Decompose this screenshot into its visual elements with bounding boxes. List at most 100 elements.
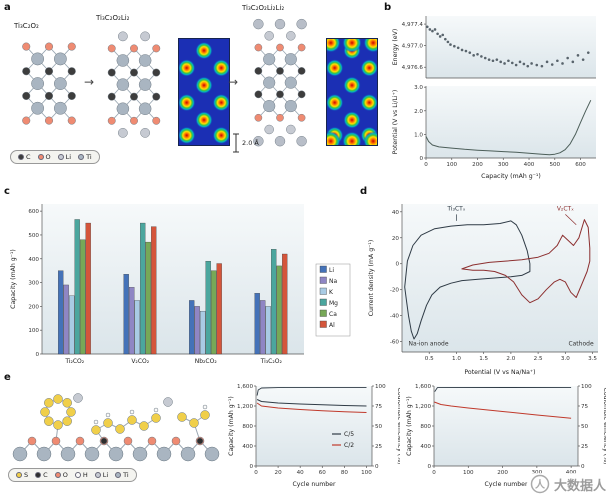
svg-text:Capacity (mAh g⁻¹): Capacity (mAh g⁻¹) [10, 249, 17, 309]
svg-text:4,976.6: 4,976.6 [402, 65, 424, 71]
svg-text:0: 0 [35, 352, 39, 358]
scale-bar-bracket [233, 133, 239, 153]
svg-text:Coulombic efficiency (%): Coulombic efficiency (%) [602, 388, 606, 465]
svg-text:2.0: 2.0 [414, 109, 423, 115]
svg-text:100: 100 [28, 328, 39, 334]
svg-text:Na-ion anode: Na-ion anode [409, 341, 449, 348]
svg-text:V₂CTₓ: V₂CTₓ [557, 205, 574, 212]
panel-label-a: a [4, 2, 11, 13]
legend-item: C [35, 471, 48, 479]
svg-text:20: 20 [392, 236, 400, 242]
legend-item: Ti [115, 471, 129, 479]
svg-text:Cathode: Cathode [568, 341, 594, 348]
svg-text:0.5: 0.5 [425, 356, 434, 362]
svg-text:Capacity (mAh g⁻¹): Capacity (mAh g⁻¹) [481, 173, 541, 180]
atom-legend: C O Li Ti [10, 150, 100, 164]
svg-text:100: 100 [361, 470, 372, 476]
svg-text:25: 25 [581, 444, 589, 450]
svg-text:2.5: 2.5 [534, 356, 543, 362]
crystal-structure-3 [242, 16, 318, 152]
structure-label-1: Ti₃C₂O₂ [14, 22, 39, 30]
svg-text:0: 0 [254, 470, 258, 476]
svg-text:1.0: 1.0 [452, 356, 461, 362]
svg-text:600: 600 [28, 209, 39, 215]
svg-text:60: 60 [319, 470, 327, 476]
svg-text:1,200: 1,200 [237, 404, 253, 410]
svg-text:400: 400 [242, 444, 253, 450]
svg-text:Coulombic efficiency (%): Coulombic efficiency (%) [396, 388, 400, 465]
watermark-text: 大数据人 [553, 478, 606, 494]
svg-text:Current density (mA g⁻¹): Current density (mA g⁻¹) [368, 240, 375, 317]
svg-text:500: 500 [549, 162, 560, 168]
legend-item: C [18, 153, 31, 161]
crystal-structure-1 [12, 34, 86, 136]
svg-text:Na: Na [329, 278, 337, 285]
svg-text:1.5: 1.5 [479, 356, 488, 362]
svg-text:100: 100 [446, 162, 457, 168]
svg-text:400: 400 [420, 444, 431, 450]
svg-text:3.0: 3.0 [561, 356, 570, 362]
svg-text:人: 人 [535, 478, 546, 491]
svg-text:75: 75 [581, 404, 589, 410]
scale-bar: 2.0 Å [232, 132, 259, 154]
svg-text:1,600: 1,600 [415, 384, 431, 390]
svg-text:0: 0 [432, 470, 436, 476]
svg-text:2.0: 2.0 [506, 356, 515, 362]
panel-label-e: e [4, 372, 11, 383]
svg-text:25: 25 [375, 444, 383, 450]
svg-text:40: 40 [297, 470, 305, 476]
svg-text:4,977.0: 4,977.0 [402, 44, 424, 50]
crystal-structure-2 [96, 28, 172, 144]
svg-text:-60: -60 [390, 340, 400, 346]
svg-text:40: 40 [392, 210, 400, 216]
svg-text:Potential (V vs Na/Na⁺): Potential (V vs Na/Na⁺) [464, 369, 535, 376]
svg-text:3.0: 3.0 [414, 85, 423, 91]
svg-text:100: 100 [463, 470, 474, 476]
svg-text:200: 200 [28, 304, 39, 310]
svg-text:50: 50 [375, 424, 383, 430]
svg-text:0: 0 [424, 162, 428, 168]
svg-text:V₂CO₂: V₂CO₂ [131, 358, 149, 365]
sulfur-chain-schematic [8, 386, 220, 468]
structure-label-3: Ti₃C₂O₂Li₂Li₂ [242, 4, 285, 12]
svg-text:200: 200 [472, 162, 483, 168]
svg-text:Ca: Ca [329, 311, 337, 318]
atom-legend-e: S C O H Li Ti [8, 468, 137, 482]
svg-text:500: 500 [28, 233, 39, 239]
legend-item: S [16, 471, 28, 479]
svg-text:800: 800 [242, 424, 253, 430]
svg-text:4,977.4: 4,977.4 [402, 22, 424, 28]
legend-item: Ti [78, 153, 92, 161]
svg-text:C/5: C/5 [344, 431, 354, 438]
svg-text:80: 80 [341, 470, 349, 476]
svg-text:Nb₂CO₂: Nb₂CO₂ [195, 358, 218, 365]
svg-text:100: 100 [581, 384, 592, 390]
svg-text:0: 0 [395, 262, 399, 268]
svg-text:800: 800 [420, 424, 431, 430]
chart-voltage-profile: 0 1.0 2.0 3.0 0 100 200 300 400 500 600 Capacity (m… [390, 84, 604, 180]
watermark-logo-icon: 人 [530, 474, 550, 494]
svg-text:Energy (eV): Energy (eV) [392, 29, 399, 66]
scale-label: 2.0 Å [242, 139, 259, 147]
svg-text:300: 300 [28, 281, 39, 287]
legend-item: Li [94, 471, 108, 479]
svg-text:Potential (V vs Li/Li⁺): Potential (V vs Li/Li⁺) [392, 90, 399, 155]
charge-density-map-2 [321, 33, 383, 151]
watermark: 人 大数据人 [526, 473, 609, 495]
chart-capacity-bars: 0 100 200 300 400 500 600 Capacity (mAh g⁻¹) Ti₂… [8, 196, 364, 376]
svg-text:K: K [329, 289, 334, 296]
svg-text:100: 100 [375, 384, 386, 390]
chart-cycling-c-rates: 0 400 800 1,200 1,600 0 25 50 75 100 0 20 40 60 80 100 C… [226, 380, 403, 488]
panel-label-c: c [4, 186, 10, 197]
svg-text:3.5: 3.5 [588, 356, 597, 362]
svg-text:1,600: 1,600 [237, 384, 253, 390]
svg-text:Capacity (mAh g⁻¹): Capacity (mAh g⁻¹) [406, 396, 413, 456]
charge-density-map-1 [178, 38, 230, 146]
legend-item: H [74, 471, 88, 479]
legend-item: O [54, 471, 68, 479]
svg-text:Ti₂CO₂: Ti₂CO₂ [64, 358, 84, 365]
svg-text:0: 0 [375, 464, 379, 470]
arrow-icon: → [228, 75, 239, 89]
arrow-icon: → [84, 75, 95, 89]
